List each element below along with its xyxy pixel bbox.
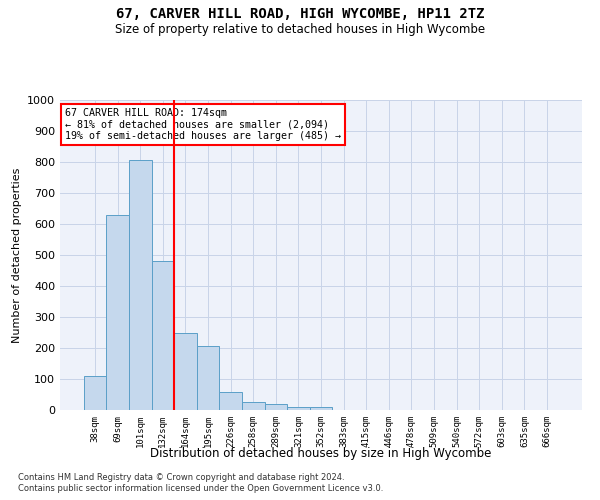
Bar	[174, 332, 197, 410]
Bar	[129, 160, 152, 410]
Bar	[197, 346, 220, 410]
Bar	[84, 376, 106, 410]
Bar	[106, 214, 129, 410]
Text: Distribution of detached houses by size in High Wycombe: Distribution of detached houses by size …	[151, 448, 491, 460]
Bar	[310, 407, 332, 410]
Text: 67, CARVER HILL ROAD, HIGH WYCOMBE, HP11 2TZ: 67, CARVER HILL ROAD, HIGH WYCOMBE, HP11…	[116, 8, 484, 22]
Bar	[152, 261, 174, 410]
Bar	[242, 402, 265, 410]
Text: Contains HM Land Registry data © Crown copyright and database right 2024.: Contains HM Land Registry data © Crown c…	[18, 472, 344, 482]
Y-axis label: Number of detached properties: Number of detached properties	[11, 168, 22, 342]
Text: Size of property relative to detached houses in High Wycombe: Size of property relative to detached ho…	[115, 22, 485, 36]
Bar	[220, 392, 242, 410]
Text: Contains public sector information licensed under the Open Government Licence v3: Contains public sector information licen…	[18, 484, 383, 493]
Bar	[287, 407, 310, 410]
Text: 67 CARVER HILL ROAD: 174sqm
← 81% of detached houses are smaller (2,094)
19% of : 67 CARVER HILL ROAD: 174sqm ← 81% of det…	[65, 108, 341, 141]
Bar	[265, 404, 287, 410]
